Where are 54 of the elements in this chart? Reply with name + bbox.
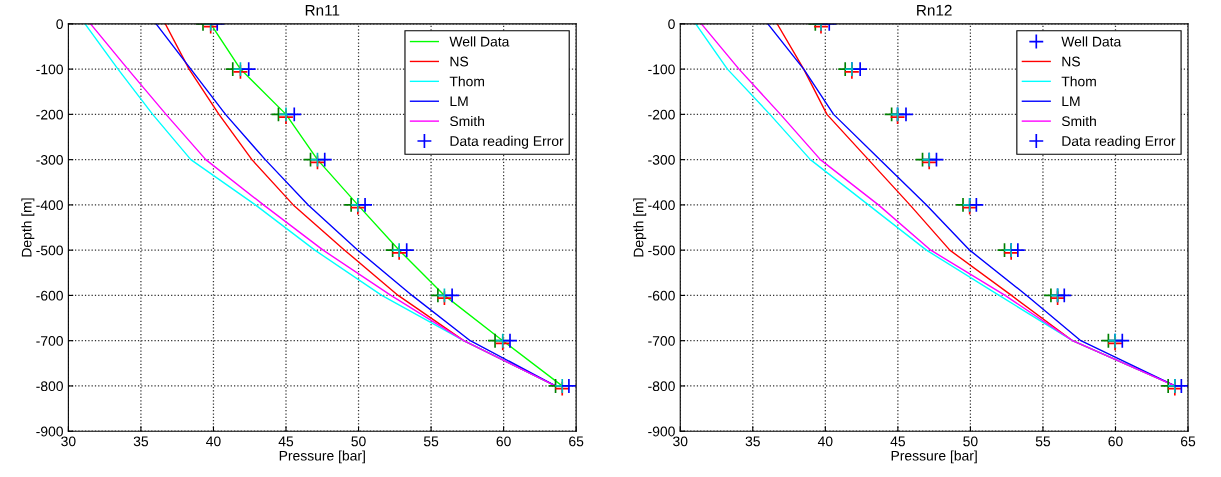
x-tick-label: 60 bbox=[1108, 436, 1123, 447]
y-tick-label: -300 bbox=[36, 154, 63, 165]
x-tick-label: 60 bbox=[496, 436, 511, 447]
y-tick-label: -400 bbox=[36, 200, 63, 211]
y-tick-label: -100 bbox=[648, 64, 675, 75]
x-tick-label: 30 bbox=[673, 436, 688, 447]
y-tick-label: -100 bbox=[36, 64, 63, 75]
legend-label: Smith bbox=[1061, 115, 1096, 127]
chart-title: Rn11 bbox=[305, 5, 340, 16]
chart-title: Rn12 bbox=[917, 4, 952, 16]
legend-label: Data reading Error bbox=[1062, 135, 1176, 149]
y-tick-label: -800 bbox=[648, 381, 675, 392]
x-tick-label: 55 bbox=[1035, 436, 1051, 447]
x-tick-label: 45 bbox=[890, 436, 906, 447]
y-tick-label: -500 bbox=[36, 245, 63, 256]
y-tick-label: -900 bbox=[648, 426, 675, 437]
y-tick-label: -300 bbox=[648, 154, 675, 165]
x-tick-label: 65 bbox=[569, 436, 584, 447]
legend-label: Well Data bbox=[449, 36, 510, 47]
y-tick-label: -600 bbox=[648, 290, 675, 301]
y-tick-label: -200 bbox=[36, 109, 63, 120]
legend-label: Thom bbox=[1061, 76, 1096, 87]
legend-label: NS bbox=[450, 56, 469, 67]
x-tick-label: 50 bbox=[963, 436, 978, 447]
legend-label: LM bbox=[1062, 96, 1080, 107]
y-tick-label: -600 bbox=[36, 290, 63, 301]
x-tick-label: 65 bbox=[1181, 436, 1196, 447]
y-tick-label: -700 bbox=[36, 336, 63, 346]
legend-label: Smith bbox=[450, 115, 485, 127]
legend-label: LM bbox=[450, 96, 468, 107]
x-tick-label: 35 bbox=[745, 436, 760, 447]
y-tick-label: 0 bbox=[56, 19, 63, 30]
x-tick-label: 50 bbox=[351, 436, 366, 447]
y-tick-label: -200 bbox=[648, 109, 675, 120]
y-tick-label: -700 bbox=[648, 336, 675, 346]
y-tick-label: 0 bbox=[668, 19, 675, 30]
x-tick-label: 45 bbox=[278, 436, 294, 447]
legend-label: NS bbox=[1062, 56, 1080, 67]
legend-label: Well Data bbox=[1061, 36, 1122, 47]
y-tick-label: -400 bbox=[648, 200, 675, 211]
y-axis-title: Depth [m] bbox=[633, 198, 647, 257]
legend-label: Thom bbox=[449, 76, 484, 87]
y-tick-label: -800 bbox=[36, 381, 63, 392]
x-tick-label: 55 bbox=[423, 436, 439, 447]
x-tick-label: 35 bbox=[133, 436, 149, 447]
y-axis-title: Depth [m] bbox=[21, 198, 35, 257]
x-tick-label: 30 bbox=[61, 436, 76, 447]
y-tick-label: -900 bbox=[36, 426, 63, 437]
x-tick-label: 40 bbox=[817, 436, 833, 447]
x-axis-title: Pressure [bar] bbox=[279, 450, 365, 464]
x-tick-label: 40 bbox=[206, 436, 221, 447]
legend-label: Data reading Error bbox=[450, 135, 564, 149]
x-axis-title: Pressure [bar] bbox=[891, 450, 977, 464]
y-tick-label: -500 bbox=[648, 245, 675, 256]
